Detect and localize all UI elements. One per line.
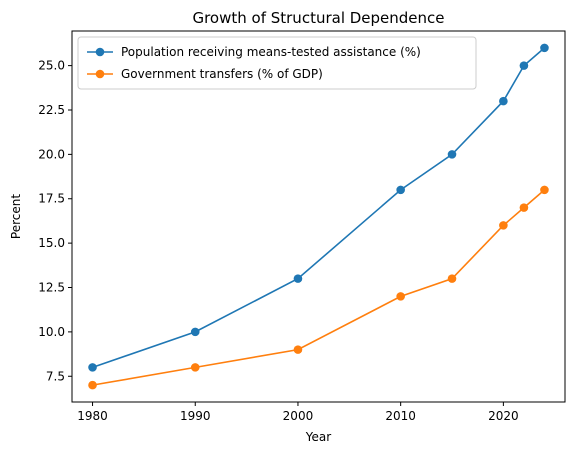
data-point-series-1: [540, 185, 549, 195]
x-tick-label: 1980: [77, 409, 108, 423]
legend-box: [77, 36, 477, 90]
data-point-series-1: [519, 203, 529, 212]
data-point-series-0: [519, 61, 529, 70]
legend: Population receiving means-tested assist…: [77, 36, 477, 90]
series-layer: [88, 43, 549, 390]
x-axis-label: Year: [305, 430, 331, 444]
data-point-series-1: [88, 380, 97, 390]
y-tick-label: 15.0: [38, 236, 65, 250]
data-point-series-1: [396, 292, 405, 301]
y-tick-label: 10.0: [38, 325, 65, 339]
legend-entry-label: Government transfers (% of GDP): [121, 67, 323, 81]
data-point-series-0: [396, 185, 405, 195]
y-tick-label: 12.5: [38, 281, 65, 295]
y-tick-label: 25.0: [38, 59, 65, 73]
data-point-series-0: [293, 274, 303, 283]
x-axis-ticks: 1980 1990 2000 2010 2020: [77, 402, 519, 423]
data-point-series-1: [190, 363, 200, 372]
x-tick-label: 2000: [283, 409, 314, 423]
series-line-1: [92, 189, 545, 386]
data-point-series-0: [88, 363, 97, 372]
chart-title: Growth of Structural Dependence: [192, 9, 444, 27]
legend-entry-label: Population receiving means-tested assist…: [121, 45, 421, 59]
data-point-series-1: [447, 274, 457, 283]
data-point-series-1: [293, 345, 303, 354]
data-point-series-0: [499, 96, 508, 106]
legend-swatch-marker: [95, 69, 105, 79]
series-line-0: [92, 47, 545, 369]
plot-frame: [71, 30, 566, 403]
y-axis-ticks: 7.5 10.0 12.5 15.0 17.5 20.0 22.5 25.0: [38, 59, 72, 383]
data-point-series-0: [447, 150, 457, 159]
data-point-series-0: [190, 327, 200, 337]
y-tick-label: 22.5: [38, 103, 65, 117]
legend-swatch-marker: [95, 47, 105, 57]
x-tick-label: 2010: [385, 409, 416, 423]
y-tick-label: 20.0: [38, 147, 65, 161]
data-point-series-0: [540, 43, 549, 53]
x-tick-label: 1990: [180, 409, 211, 423]
data-point-series-1: [499, 221, 508, 230]
y-tick-label: 7.5: [46, 369, 65, 383]
x-tick-label: 2020: [488, 409, 519, 423]
y-axis-label: Percent: [9, 194, 23, 239]
y-tick-label: 17.5: [38, 192, 65, 206]
